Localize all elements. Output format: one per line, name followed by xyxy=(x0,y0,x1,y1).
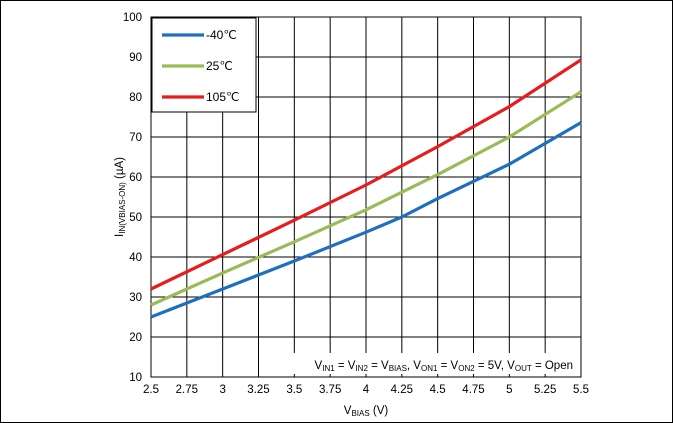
y-tick-label: 60 xyxy=(129,172,142,184)
y-tick-label: 30 xyxy=(129,292,142,304)
series-line xyxy=(150,90,582,307)
x-tick-label: 3.75 xyxy=(319,384,341,396)
legend-label: 25℃ xyxy=(206,59,233,73)
y-tick-label: 20 xyxy=(129,332,142,344)
y-tick-label: 80 xyxy=(129,92,142,104)
x-tick-label: 3.25 xyxy=(247,384,269,396)
x-tick-label: 3 xyxy=(219,384,225,396)
y-tick-label: 70 xyxy=(129,132,142,144)
y-tick-label: 90 xyxy=(129,52,142,64)
y-tick-label: 10 xyxy=(129,372,142,384)
x-tick-label: 5.25 xyxy=(534,384,556,396)
annotation-background xyxy=(291,353,579,374)
y-tick-label: 50 xyxy=(129,212,142,224)
x-tick-label: 4.75 xyxy=(462,384,484,396)
x-tick-label: 5 xyxy=(506,384,512,396)
y-tick-label: 40 xyxy=(129,252,142,264)
y-axis-title: IIN(VBIAS-ON) (µA) xyxy=(114,157,127,237)
series-line xyxy=(150,121,582,319)
x-tick-label: 4 xyxy=(363,384,370,396)
x-tick-label: 4.5 xyxy=(430,384,446,396)
x-tick-label: 3.5 xyxy=(286,384,302,396)
legend-label: 105℃ xyxy=(206,90,240,104)
x-tick-label: 5.5 xyxy=(573,384,589,396)
legend-label: -40℃ xyxy=(206,28,237,42)
x-tick-label: 4.25 xyxy=(391,384,413,396)
x-axis-title: VBIAS (V) xyxy=(344,405,389,418)
test-conditions-note: VIN1 = VIN2 = VBIAS, VON1 = VON2 = 5V, V… xyxy=(315,360,573,373)
x-tick-label: 2.75 xyxy=(176,384,198,396)
y-tick-label: 100 xyxy=(123,12,142,24)
x-tick-label: 2.5 xyxy=(143,384,159,396)
plot-border xyxy=(150,16,582,378)
series-line xyxy=(150,58,582,291)
